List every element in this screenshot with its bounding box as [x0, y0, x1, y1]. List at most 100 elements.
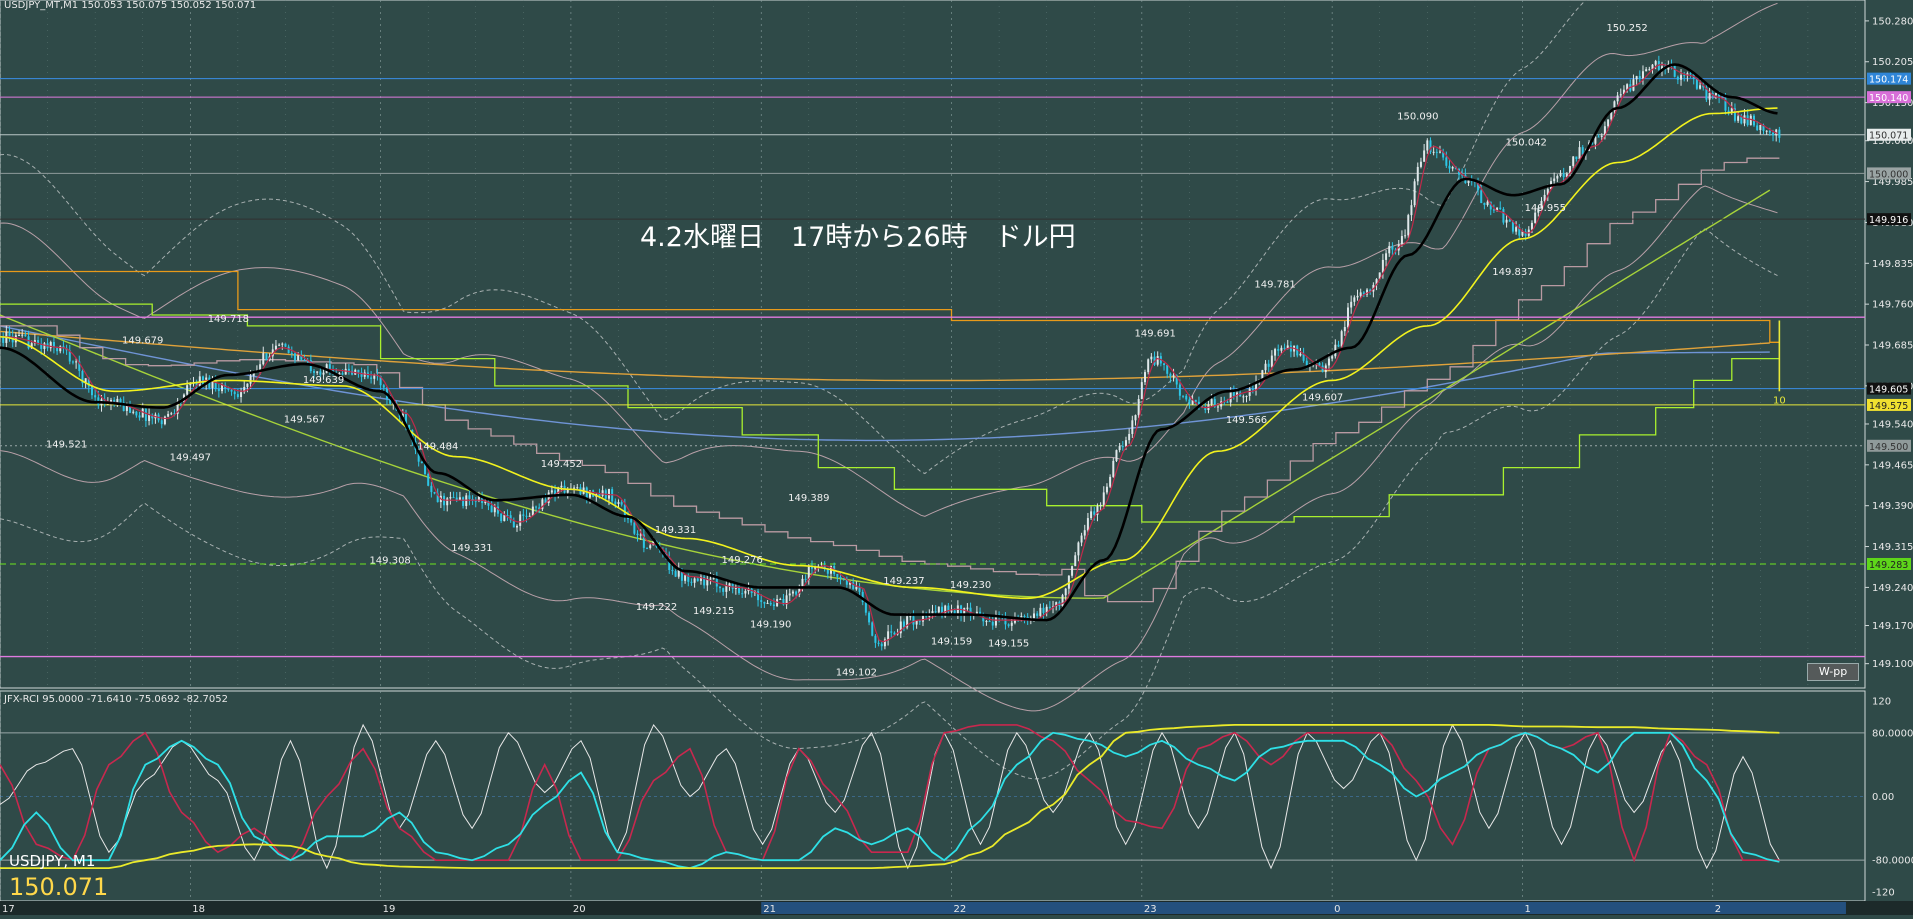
candle-body [1197, 401, 1200, 407]
candle-body [138, 415, 141, 418]
candle-body [1502, 208, 1505, 223]
level-tag-label: 150.174 [1869, 75, 1908, 86]
candle-body [1492, 209, 1495, 211]
price-label: 149.331 [655, 525, 696, 536]
candle-body [1613, 101, 1616, 112]
candle-body [941, 606, 944, 617]
candle-body [1705, 87, 1708, 100]
candle-body [1680, 75, 1683, 80]
candle-body [1124, 440, 1127, 447]
candle-body [798, 588, 801, 595]
candle-body [1280, 347, 1283, 351]
candle-body [84, 378, 87, 384]
candle-body [531, 506, 534, 516]
candle-body [1569, 165, 1572, 174]
candle-body [1347, 307, 1350, 328]
candle-body [201, 376, 204, 385]
candle-body [129, 404, 132, 413]
candle-body [1505, 219, 1508, 223]
level-tag-label: 150.071 [1869, 131, 1908, 142]
candle-body [1385, 253, 1388, 260]
candle-body [1074, 555, 1077, 567]
candle-body [1641, 71, 1644, 79]
weekly-pivot-button[interactable]: W-pp [1807, 663, 1859, 681]
price-label: 149.497 [170, 452, 211, 463]
candle-body [1156, 356, 1159, 365]
candle-body [33, 340, 36, 344]
candle-body [506, 515, 509, 517]
candle-body [731, 583, 734, 589]
candle-body [1327, 358, 1330, 366]
candle-body [81, 371, 84, 384]
candle-body [1356, 295, 1359, 298]
candle-body [284, 343, 287, 347]
candle-body [1765, 130, 1768, 132]
candle-body [452, 497, 455, 499]
candle-body [1226, 401, 1229, 403]
y-tick-label: 149.315 [1872, 542, 1913, 553]
candle-body [300, 355, 303, 360]
candle-body [52, 342, 55, 348]
price-label: 149.222 [636, 602, 677, 613]
candle-body [1597, 136, 1600, 138]
candle-body [1683, 75, 1686, 77]
candle-body [1210, 399, 1213, 405]
candle-body [43, 343, 46, 349]
candle-body [680, 568, 683, 581]
candle-body [1594, 136, 1597, 144]
candle-body [474, 500, 477, 502]
candle-body [944, 605, 947, 617]
price-label: 149.159 [931, 637, 972, 648]
candle-body [68, 350, 71, 362]
candle-body [741, 593, 744, 595]
candle-body [1204, 407, 1207, 410]
candle-body [633, 522, 636, 534]
candle-body [1086, 518, 1089, 531]
candle-body [1175, 375, 1178, 385]
candle-body [1178, 384, 1181, 396]
candle-body [693, 578, 696, 583]
candle-body [1216, 406, 1219, 408]
candle-body [706, 578, 709, 586]
candle-body [1020, 616, 1023, 618]
candle-body [141, 408, 144, 418]
candle-body [496, 506, 499, 514]
candle-body [1635, 76, 1638, 80]
candle-body [462, 497, 465, 506]
stair-gray-line [0, 157, 1780, 603]
bollinger-lower [0, 185, 1778, 712]
candle-body [601, 490, 604, 496]
candle-body [1708, 92, 1711, 100]
y-tick-label: 149.985 [1872, 177, 1913, 188]
candle-body [560, 485, 563, 488]
price-label: 149.566 [1226, 415, 1267, 426]
level-tag-label: 149.575 [1869, 401, 1908, 412]
candle-body [712, 578, 715, 580]
candle-body [519, 514, 522, 526]
annotation-text: 4.2水曜日 17時から26時 ドル円 [640, 222, 1076, 253]
candle-body [960, 605, 963, 616]
candle-body [1540, 200, 1543, 208]
candle-body [1686, 73, 1689, 76]
candle-body [1746, 115, 1749, 126]
candle-body [24, 334, 27, 337]
candle-body [906, 616, 909, 628]
candle-body [636, 533, 639, 536]
candle-body [842, 578, 845, 580]
candle-body [896, 633, 899, 635]
price-label: 149.567 [284, 414, 325, 425]
candle-body [1537, 207, 1540, 213]
candle-body [1610, 111, 1613, 120]
candle-body [1461, 174, 1464, 176]
price-label: 149.484 [417, 441, 458, 452]
candle-body [1737, 116, 1740, 121]
candle-body [21, 334, 24, 336]
candle-body [1400, 236, 1403, 245]
candle-body [1426, 140, 1429, 151]
candle-body [509, 515, 512, 521]
candle-body [1296, 345, 1299, 356]
candle-body [744, 591, 747, 594]
candle-body [1007, 624, 1010, 626]
candle-body [214, 380, 217, 389]
candle-body [119, 398, 122, 403]
